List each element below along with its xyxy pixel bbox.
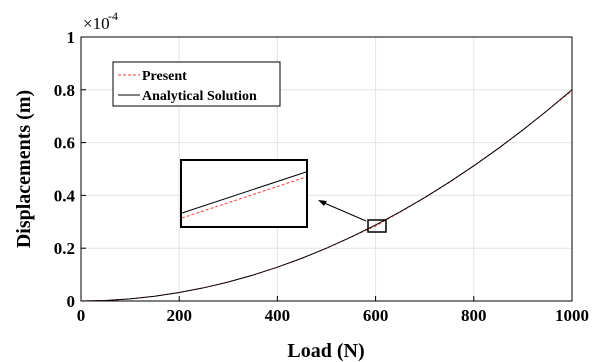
legend-label-analytical: Analytical Solution (142, 89, 257, 104)
zoom-arrow (321, 201, 367, 222)
inset-zoom (180, 159, 387, 233)
y-multiplier-base: ×10 (83, 14, 110, 33)
y-tick-label: 0.8 (54, 81, 75, 100)
x-axis-title: Load (N) (287, 340, 364, 362)
x-tick-label: 600 (363, 306, 389, 325)
x-tick-label: 400 (265, 306, 291, 325)
axis-ticks: 0 200 400 600 800 1000 0 0.2 0.4 0.6 0.8 1 (54, 28, 589, 325)
y-tick-label: 0.4 (54, 186, 76, 205)
legend-box (112, 61, 281, 107)
y-multiplier: ×10 -4 (83, 9, 118, 33)
y-tick-label: 0 (67, 292, 76, 311)
legend-label-present: Present (142, 69, 187, 84)
zoom-region-box (367, 219, 387, 233)
series-lines (80, 89, 573, 302)
y-multiplier-exponent: -4 (108, 9, 118, 23)
inset-line-present (181, 176, 307, 219)
y-tick-label: 0.6 (54, 134, 75, 153)
zoom-arrowhead (318, 200, 327, 206)
x-tick-label: 1000 (555, 306, 589, 325)
x-tick-label: 800 (461, 306, 487, 325)
legend: Present Analytical Solution (112, 61, 281, 107)
x-tick-label: 0 (77, 306, 86, 325)
inset-line-analytical (181, 171, 307, 214)
inset-frame (180, 159, 308, 228)
y-tick-label: 0.2 (54, 239, 75, 258)
plot-frame (80, 36, 573, 302)
y-axis-title: Displacements (m) (13, 90, 35, 248)
y-tick-label: 1 (67, 28, 76, 47)
series-line-analytical (80, 89, 573, 302)
x-tick-label: 200 (166, 306, 192, 325)
